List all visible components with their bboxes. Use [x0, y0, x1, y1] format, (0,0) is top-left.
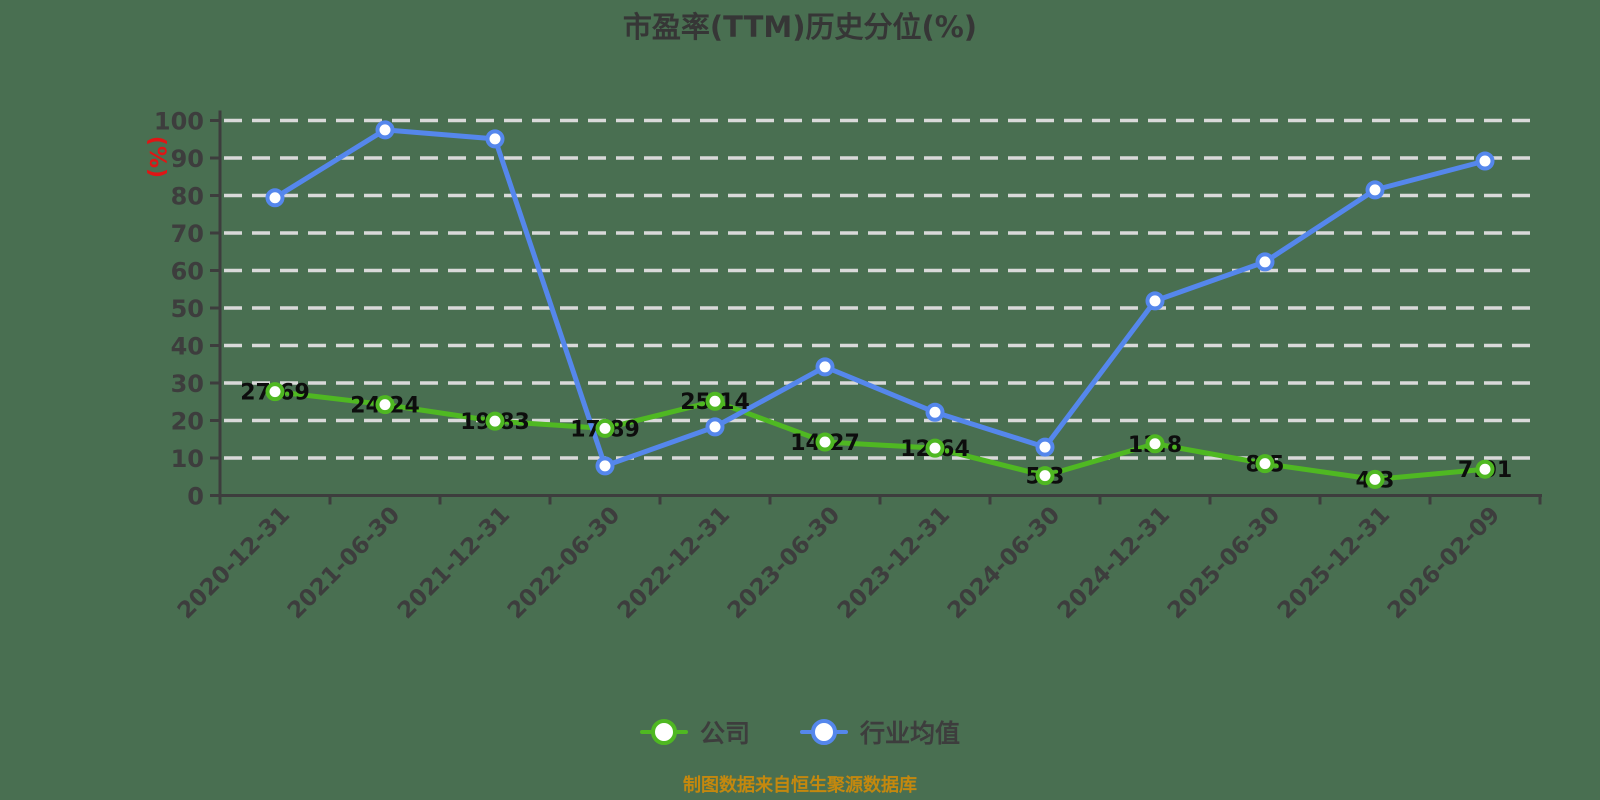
data-point-marker-s1-1[interactable] [375, 120, 395, 140]
data-point-marker-s0-4[interactable] [705, 391, 725, 411]
y-axis-tick-label: 10 [171, 445, 204, 473]
data-point-marker-s1-6[interactable] [925, 402, 945, 422]
x-axis-tick-label: 2022-12-31 [613, 502, 735, 624]
data-point-marker-s0-3[interactable] [595, 418, 615, 438]
y-axis-tick-label: 70 [171, 220, 204, 248]
data-point-marker-s0-0[interactable] [265, 382, 285, 402]
x-axis-tick-label: 2026-02-09 [1383, 502, 1505, 624]
y-axis-tick-label: 100 [154, 108, 204, 136]
data-point-marker-s0-10[interactable] [1365, 469, 1385, 489]
data-point-marker-s0-6[interactable] [925, 438, 945, 458]
data-point-marker-s1-8[interactable] [1145, 291, 1165, 311]
legend-item-industry-average[interactable]: 行业均值 [800, 714, 960, 750]
data-point-marker-s1-11[interactable] [1475, 151, 1495, 171]
y-axis-tick-label: 60 [171, 258, 204, 286]
company-series-legend-marker-icon [639, 719, 688, 745]
x-axis-tick-label: 2023-06-30 [723, 502, 845, 624]
y-axis-tick-label: 30 [171, 370, 204, 398]
legend-item-company[interactable]: 公司 [639, 714, 750, 750]
legend-label-company: 公司 [699, 719, 750, 748]
data-point-marker-s0-11[interactable] [1475, 459, 1495, 479]
x-axis-tick-label: 2025-06-30 [1163, 502, 1285, 624]
legend-dot-icon [811, 719, 837, 745]
y-axis-name: (%) [144, 136, 169, 178]
data-point-marker-s0-2[interactable] [485, 411, 505, 431]
x-axis-tick-label: 2025-12-31 [1273, 502, 1395, 624]
series-line-1 [272, 127, 1488, 469]
data-point-marker-s0-1[interactable] [375, 395, 395, 415]
y-axis-tick-label: 50 [171, 295, 204, 323]
data-point-marker-s1-9[interactable] [1255, 252, 1275, 272]
x-axis-tick-label: 2021-06-30 [283, 502, 405, 624]
x-axis-tick-label: 2023-12-31 [833, 502, 955, 624]
x-axis-tick-label: 2022-06-30 [503, 502, 625, 624]
data-point-marker-s1-7[interactable] [1035, 437, 1055, 457]
y-axis-tick-label: 90 [171, 145, 204, 173]
data-point-marker-s0-7[interactable] [1035, 466, 1055, 486]
data-point-marker-s1-5[interactable] [815, 357, 835, 377]
data-point-marker-s1-3[interactable] [595, 456, 615, 476]
data-point-marker-s0-9[interactable] [1255, 454, 1275, 474]
x-axis-tick-label: 2020-12-31 [173, 502, 295, 624]
x-axis-tick-label: 2024-12-31 [1053, 502, 1175, 624]
data-point-marker-s1-4[interactable] [705, 417, 725, 437]
y-axis-tick-label: 0 [187, 483, 204, 511]
y-axis-tick-label: 80 [171, 183, 204, 211]
legend-dot-icon [650, 719, 677, 745]
source-note: 制图数据来自恒生聚源数据库 [683, 775, 917, 796]
industry-series-legend-marker-icon [800, 719, 848, 745]
data-point-marker-s1-10[interactable] [1365, 180, 1385, 200]
data-point-marker-s1-2[interactable] [485, 129, 505, 149]
legend-label-industry-average: 行业均值 [860, 719, 961, 748]
data-point-marker-s0-5[interactable] [815, 432, 835, 452]
x-axis-tick-label: 2024-06-30 [943, 502, 1065, 624]
y-axis-tick-label: 20 [171, 408, 204, 436]
chart-title: 市盈率(TTM)历史分位(%) [622, 10, 978, 44]
data-point-marker-s0-8[interactable] [1145, 434, 1165, 454]
series-line-0 [272, 389, 1488, 482]
data-point-marker-s1-0[interactable] [265, 188, 285, 208]
legend: 公司 行业均值 [0, 714, 1600, 750]
x-axis-tick-label: 2021-12-31 [393, 502, 515, 624]
y-axis-tick-label: 40 [171, 333, 204, 361]
